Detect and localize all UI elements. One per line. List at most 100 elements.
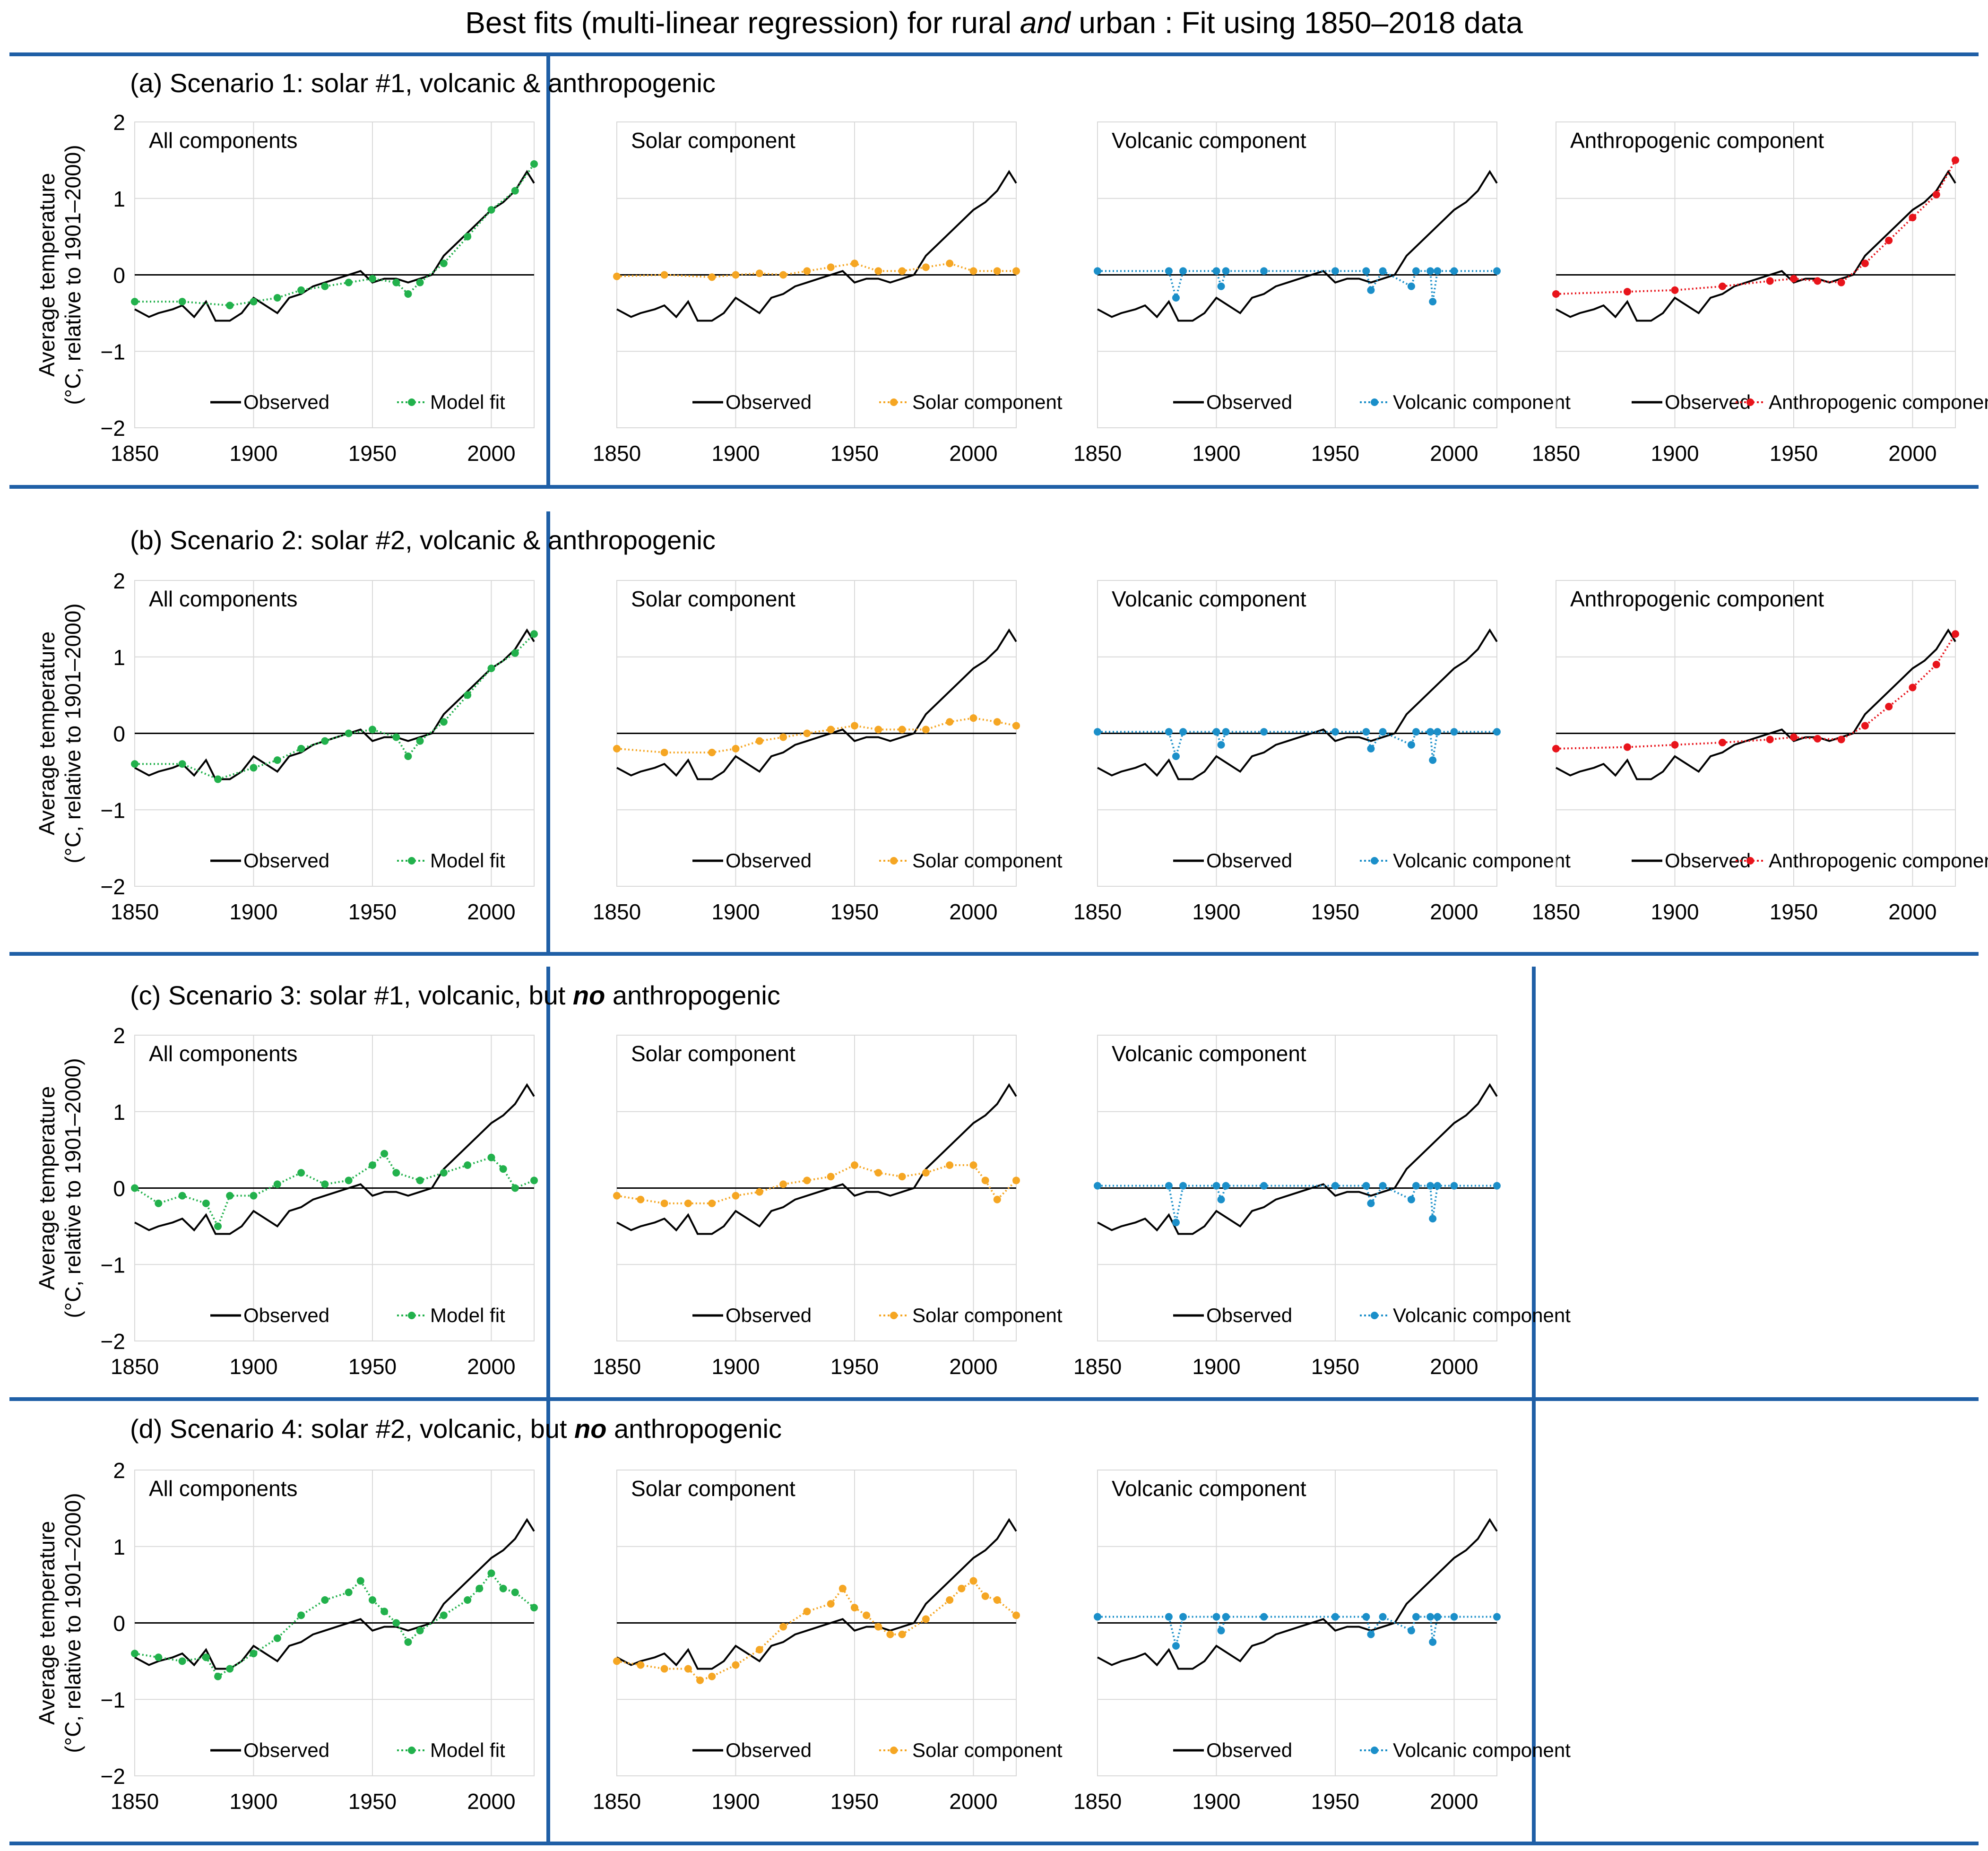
x-tick-label: 1900 bbox=[1192, 441, 1240, 466]
model_fit-data-point bbox=[131, 298, 138, 306]
x-tick-label: 2000 bbox=[949, 1789, 997, 1814]
solar-data-point bbox=[898, 726, 906, 734]
legend-observed-label: Observed bbox=[726, 391, 812, 413]
volcanic-data-point bbox=[1367, 1199, 1375, 1207]
panel-title: All components bbox=[149, 587, 298, 611]
legend-series-label: Anthropogenic component bbox=[1769, 391, 1988, 413]
solar-data-point bbox=[969, 714, 977, 722]
chart-panels: (a) Scenario 1: solar #1, volcanic & ant… bbox=[35, 68, 1988, 1814]
solar-data-point bbox=[850, 1604, 858, 1612]
model_fit-data-point bbox=[416, 737, 424, 745]
solar-data-point bbox=[850, 722, 858, 730]
solar-data-point bbox=[637, 1195, 645, 1203]
model_fit-data-point bbox=[368, 1596, 376, 1604]
anthropogenic-data-point bbox=[1885, 236, 1893, 244]
volcanic-data-point bbox=[1429, 1638, 1437, 1646]
solar-data-point bbox=[993, 718, 1001, 726]
solar-data-point bbox=[874, 1169, 882, 1177]
anthropogenic-data-point bbox=[1623, 743, 1631, 751]
y-tick-label: 2 bbox=[113, 1023, 125, 1048]
y-axis-title-line1: Average temperature bbox=[35, 1086, 59, 1290]
volcanic-data-point bbox=[1429, 298, 1437, 306]
solar-data-point bbox=[1012, 1611, 1020, 1619]
model_fit-data-point bbox=[250, 1192, 258, 1200]
chart-panel: 1850 1900 1950 2000 Volcanic component Observ… bbox=[1073, 580, 1571, 924]
model_fit-data-point bbox=[368, 275, 376, 283]
x-tick-label: 2000 bbox=[1430, 900, 1478, 924]
volcanic-data-point bbox=[1331, 728, 1339, 736]
model_fit-data-point bbox=[511, 1184, 519, 1192]
volcanic-data-point bbox=[1450, 1613, 1458, 1621]
volcanic-data-point bbox=[1379, 1613, 1387, 1621]
volcanic-data-point bbox=[1426, 1613, 1435, 1621]
solar-data-point bbox=[708, 748, 716, 756]
x-tick-label: 1850 bbox=[1073, 441, 1122, 466]
legend-series-label: Solar component bbox=[912, 1739, 1063, 1761]
model_fit-data-point bbox=[392, 1169, 400, 1177]
solar-data-point bbox=[803, 1176, 811, 1185]
row-label: (c) Scenario 3: solar #1, volcanic, but … bbox=[130, 980, 780, 1010]
y-axis-title-line1: Average temperature bbox=[35, 631, 59, 835]
volcanic-data-point bbox=[1426, 1182, 1435, 1190]
volcanic-data-point bbox=[1217, 1626, 1225, 1635]
x-tick-label: 1850 bbox=[1532, 900, 1580, 924]
y-tick-label: −2 bbox=[101, 416, 125, 441]
solar-data-point bbox=[958, 1584, 966, 1592]
solar-data-point bbox=[1012, 722, 1020, 730]
anthropogenic-data-point bbox=[1552, 744, 1560, 753]
y-tick-label: 2 bbox=[113, 569, 125, 593]
legend-observed-label: Observed bbox=[243, 391, 329, 413]
model_fit-data-point bbox=[178, 760, 186, 768]
model_fit-data-point bbox=[380, 1150, 389, 1158]
solar-data-point bbox=[969, 267, 977, 275]
volcanic-data-point bbox=[1450, 267, 1458, 275]
volcanic-data-point bbox=[1172, 753, 1180, 761]
volcanic-data-point bbox=[1179, 1613, 1187, 1621]
chart-panel: 1850 1900 1950 2000 Solar component Observed S… bbox=[593, 580, 1063, 924]
volcanic-data-point bbox=[1179, 267, 1187, 275]
solar-data-point bbox=[981, 1592, 989, 1600]
model_fit-data-point bbox=[416, 1626, 424, 1635]
x-tick-label: 1950 bbox=[348, 1789, 397, 1814]
legend-observed-label: Observed bbox=[726, 1304, 812, 1326]
model_fit-data-point bbox=[297, 1169, 305, 1177]
solar-data-point bbox=[660, 748, 668, 756]
legend-series-label: Model fit bbox=[430, 391, 505, 413]
solar-data-point bbox=[922, 263, 930, 271]
model_fit-data-point bbox=[250, 1650, 258, 1658]
legend-observed-label: Observed bbox=[243, 1739, 329, 1761]
model_fit-data-point bbox=[273, 756, 281, 764]
x-tick-label: 2000 bbox=[467, 900, 515, 924]
model_fit-data-point bbox=[273, 1634, 281, 1642]
anthropogenic-data-point bbox=[1719, 738, 1727, 746]
x-tick-label: 2000 bbox=[1430, 1354, 1478, 1379]
solar-series-line bbox=[616, 262, 1016, 278]
x-tick-label: 1900 bbox=[711, 900, 760, 924]
observed-series-line bbox=[134, 1518, 535, 1670]
volcanic-data-point bbox=[1260, 267, 1268, 275]
solar-data-point bbox=[874, 267, 882, 275]
model_fit-data-point bbox=[404, 1638, 412, 1646]
x-tick-label: 1900 bbox=[229, 900, 277, 924]
row-label: (d) Scenario 4: solar #2, volcanic, but … bbox=[130, 1414, 782, 1444]
x-tick-label: 1950 bbox=[830, 1354, 879, 1379]
y-axis-title-line2: (°C, relative to 1901–2000) bbox=[61, 145, 85, 405]
model_fit-data-point bbox=[345, 729, 353, 737]
x-tick-label: 1950 bbox=[1311, 441, 1359, 466]
solar-data-point bbox=[993, 1596, 1001, 1604]
solar-data-point bbox=[708, 1672, 716, 1680]
model_fit-data-point bbox=[155, 1653, 163, 1661]
volcanic-data-point bbox=[1172, 1642, 1180, 1650]
x-tick-label: 2000 bbox=[1888, 441, 1936, 466]
solar-data-point bbox=[660, 271, 668, 279]
solar-data-point bbox=[803, 729, 811, 737]
panel-title: Solar component bbox=[631, 1041, 795, 1066]
model_fit-data-point bbox=[511, 1588, 519, 1596]
volcanic-data-point bbox=[1212, 1613, 1220, 1621]
solar-data-point bbox=[1012, 267, 1020, 275]
volcanic-data-point bbox=[1493, 267, 1501, 275]
legend-observed-label: Observed bbox=[243, 1304, 329, 1326]
volcanic-data-point bbox=[1367, 286, 1375, 294]
x-tick-label: 2000 bbox=[1430, 441, 1478, 466]
